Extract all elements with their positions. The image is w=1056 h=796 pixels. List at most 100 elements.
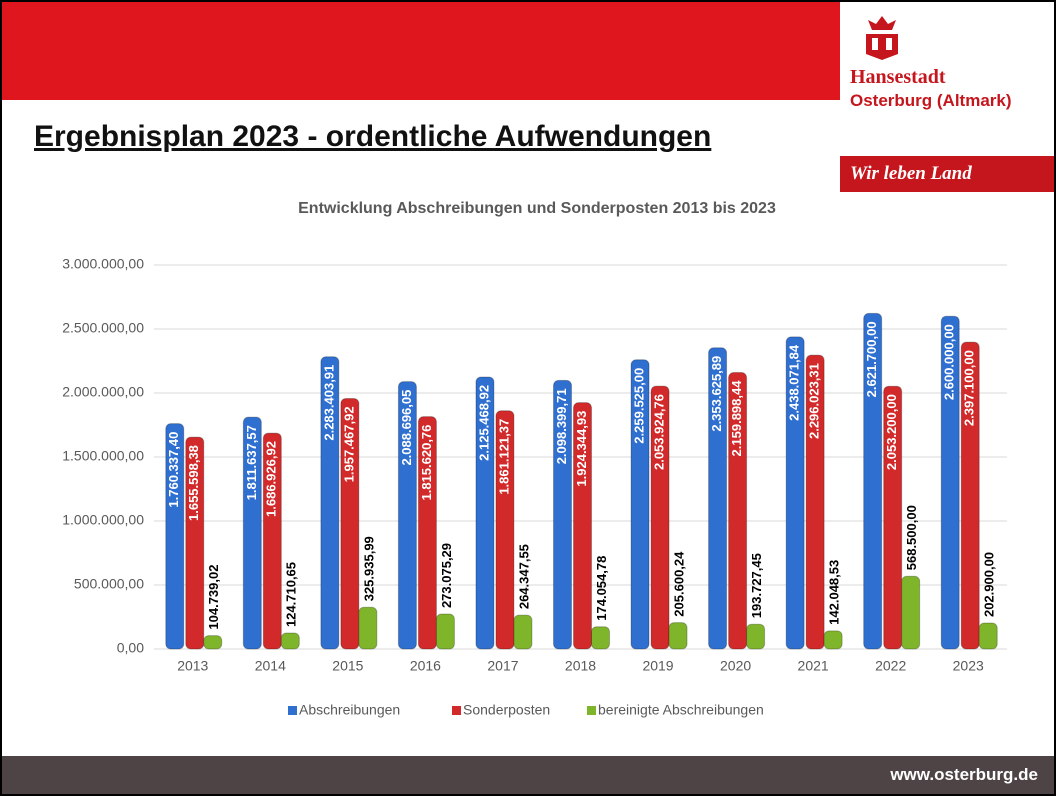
x-tick-label: 2020 [720,658,751,674]
bar [262,432,282,650]
y-tick-label: 500.000,00 [74,576,144,592]
bar [863,312,883,650]
value-label: 1.861.121,37 [496,419,511,495]
bar [708,347,728,650]
x-tick-label: 2023 [953,658,984,674]
value-label: 2.283.403,91 [321,365,336,441]
x-tick-label: 2019 [642,658,673,674]
crest [866,16,898,60]
value-label: 1.655.598,38 [186,445,201,521]
value-label: 205.600,24 [671,551,686,617]
bar [242,416,262,650]
bar [553,379,572,650]
value-label: 174.054,78 [594,556,609,621]
bar [650,385,670,650]
legend-label: bereinigte Abschreibungen [598,702,764,718]
bar [185,436,205,650]
bar [940,315,960,650]
x-tick-label: 2022 [875,658,906,674]
value-label: 2.088.696,05 [399,390,414,466]
bar [358,606,378,650]
bar [280,632,300,650]
bar [805,354,825,650]
y-tick-label: 0,00 [117,640,144,656]
y-tick-label: 1.000.000,00 [62,512,144,528]
y-tick-label: 2.500.000,00 [62,320,144,336]
value-label: 568.500,00 [904,505,919,570]
value-label: 1.924.344,93 [574,411,589,487]
x-tick-label: 2018 [565,658,596,674]
x-tick-label: 2016 [410,658,441,674]
legend-swatch [587,706,596,715]
bar [591,626,610,650]
bar [823,630,843,650]
bar [513,614,533,650]
bar [475,376,495,650]
value-label: 1.811.637,57 [244,425,259,500]
logo: Hansestadt Osterburg (Altmark) Wir leben… [840,2,1054,192]
value-label: 2.053.924,76 [651,394,666,470]
bar [668,622,688,650]
bar [495,410,515,650]
x-tick-label: 2017 [487,658,518,674]
bar [978,622,998,650]
value-label: 2.053.200,00 [884,394,899,470]
value-label: 2.159.898,44 [729,380,744,457]
x-tick-label: 2021 [798,658,829,674]
value-label: 2.397.100,00 [962,350,977,426]
value-label: 2.296.023,31 [807,363,822,439]
value-label: 1.815.620,76 [419,425,434,501]
value-label: 325.935,99 [361,536,376,601]
value-label: 124.710,65 [284,562,299,627]
slogan: Wir leben Land [840,156,1054,192]
x-tick-label: 2015 [332,658,363,674]
value-label: 202.900,00 [982,552,997,617]
logo-place: Osterburg (Altmark) [850,91,1012,110]
value-label: 1.957.467,92 [341,406,356,482]
slide-title: Ergebnisplan 2023 - ordentliche Aufwendu… [34,120,712,153]
value-label: 142.048,53 [827,560,842,625]
bar [165,423,185,650]
footer-url: www.osterburg.de [890,765,1038,784]
chart-title: Entwicklung Abschreibungen und Sonderpos… [298,200,776,217]
value-label: 2.125.468,92 [476,385,491,461]
x-tick-label: 2014 [255,658,286,674]
y-tick-label: 3.000.000,00 [62,256,144,272]
bar [746,623,766,650]
value-label: 2.353.625,89 [709,356,724,432]
value-label: 264.347,55 [516,544,531,609]
y-tick-label: 1.500.000,00 [62,448,144,464]
chart: Entwicklung Abschreibungen und Sonderpos… [62,200,1007,718]
value-label: 2.621.700,00 [864,321,879,397]
value-label: 104.739,02 [206,565,221,630]
bar [203,635,223,650]
value-label: 2.600.000,00 [942,324,957,400]
bar [630,359,650,650]
value-label: 193.727,45 [749,553,764,618]
value-label: 1.686.926,92 [264,441,279,517]
legend-swatch [288,706,297,715]
bar [883,385,903,650]
bar [728,372,748,650]
x-tick-label: 2013 [177,658,208,674]
bar [320,356,340,650]
legend-label: Sonderposten [463,702,550,718]
bar [960,341,980,650]
y-tick-label: 2.000.000,00 [62,384,144,400]
bar [417,416,437,650]
value-label: 2.098.399,71 [554,388,569,464]
bar [785,336,805,650]
bar [435,613,455,650]
bar [397,381,417,650]
bar [573,402,592,650]
bar [340,397,360,650]
legend-swatch [452,706,461,715]
value-label: 2.438.071,84 [787,344,802,421]
bar [901,575,921,650]
value-label: 1.760.337,40 [166,432,181,508]
legend-label: Abschreibungen [299,702,400,718]
logo-name: Hansestadt [850,66,946,88]
footer: www.osterburg.de [2,756,1054,794]
value-label: 2.259.525,00 [631,368,646,444]
